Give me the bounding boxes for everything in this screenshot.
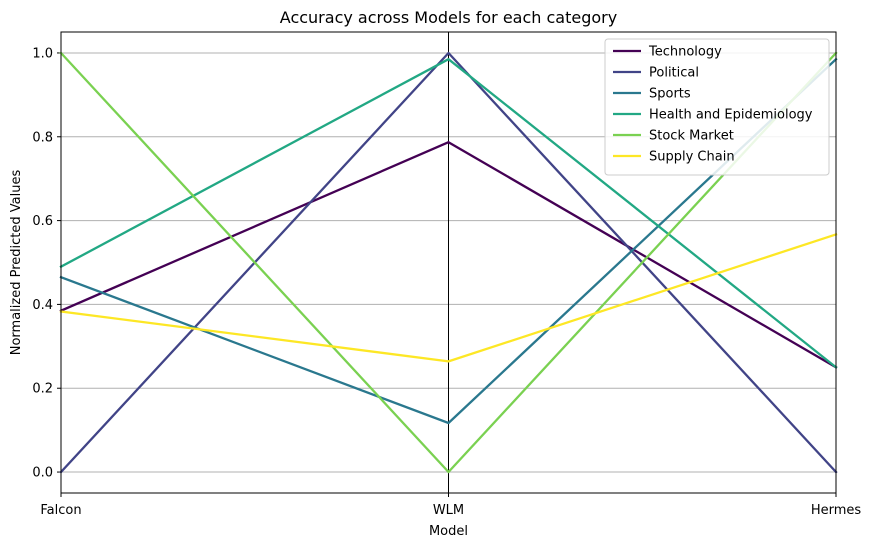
y-tick-label: 0.4 xyxy=(32,298,53,313)
series-line-sports xyxy=(59,57,838,425)
y-tick-label: 0.8 xyxy=(32,130,53,145)
legend-label: Political xyxy=(649,66,699,81)
series-line-supply-chain xyxy=(59,232,838,363)
y-tick-label: 0.0 xyxy=(32,466,53,481)
legend-label: Stock Market xyxy=(649,129,734,144)
series-line-technology xyxy=(59,141,838,369)
chart-title: Accuracy across Models for each category xyxy=(280,8,617,27)
series-line-stock-market xyxy=(59,51,838,474)
legend-label: Technology xyxy=(648,45,722,60)
series-line-health-and-epidemiology xyxy=(59,58,838,369)
legend-label: Supply Chain xyxy=(649,150,735,165)
legend-label: Health and Epidemiology xyxy=(649,108,813,123)
legend: Technology Political Sports Health and Epid… xyxy=(604,38,830,176)
series-layer xyxy=(59,51,838,474)
y-tick-label: 1.0 xyxy=(32,46,53,61)
y-tick-label: 0.2 xyxy=(32,382,53,397)
legend-label: Sports xyxy=(649,87,691,102)
y-axis-title: Normalized Predicted Values xyxy=(9,170,24,356)
x-axis-title: Model xyxy=(429,524,468,539)
label-layer: Accuracy across Models for each category… xyxy=(9,8,617,539)
legend-box xyxy=(604,38,830,176)
axis-layer: 0.0 0.2 0.4 0.6 0.8 1.0 Falcon WLM Hermes xyxy=(32,46,861,518)
x-tick-label: WLM xyxy=(433,503,464,518)
series-line-political xyxy=(59,51,838,474)
y-tick-label: 0.6 xyxy=(32,214,53,229)
x-tick-label: Falcon xyxy=(40,503,81,518)
x-tick-label: Hermes xyxy=(811,503,862,518)
plot-frame xyxy=(60,31,837,494)
